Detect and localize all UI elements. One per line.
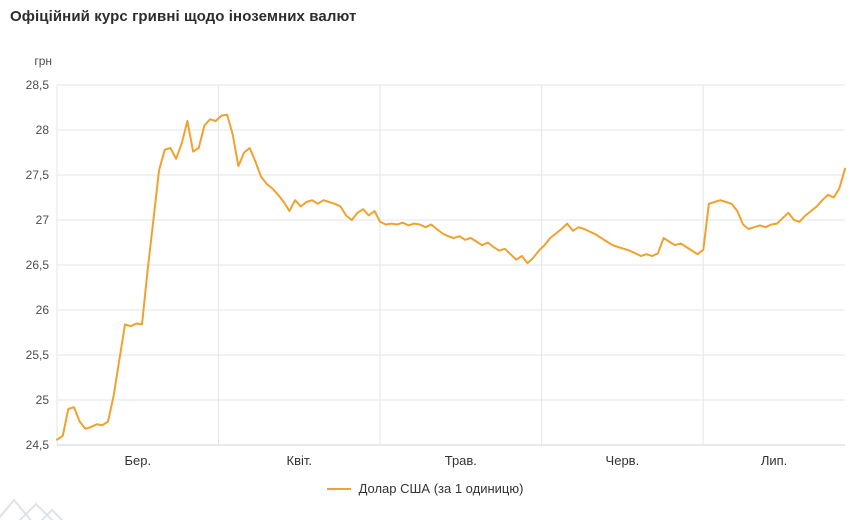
usd-series-line[interactable] xyxy=(56,113,846,441)
y-tick-label: 25 xyxy=(36,393,50,407)
y-tick-label: 26,5 xyxy=(26,258,50,272)
y-axis-unit-label: грн xyxy=(34,54,52,68)
axis-tick-labels: 28,5 28 27,5 27 26,5 26 25,5 25 24,5 Бер. Квіт. Тра… xyxy=(26,78,788,468)
gridlines xyxy=(56,84,845,446)
legend[interactable]: Долар США (за 1 одиницю) xyxy=(0,481,850,496)
y-tick-label: 27 xyxy=(36,213,50,227)
x-tick-label: Трав. xyxy=(445,453,477,468)
x-tick-label: Квіт. xyxy=(287,453,313,468)
y-tick-label: 27,5 xyxy=(26,168,50,182)
legend-line-marker xyxy=(326,487,351,490)
decorative-logo-icon xyxy=(0,498,64,520)
y-tick-label: 26 xyxy=(36,303,50,317)
y-tick-label: 28 xyxy=(36,123,50,137)
y-tick-label: 24,5 xyxy=(26,438,50,452)
y-tick-label: 25,5 xyxy=(26,348,50,362)
exchange-rate-chart[interactable]: грн 28,5 28 27,5 27 26,5 26 25,5 25 24,5 Бер. Квіт… xyxy=(0,0,850,478)
legend-label: Долар США (за 1 одиницю) xyxy=(358,481,524,496)
x-tick-label: Бер. xyxy=(124,453,151,468)
x-tick-label: Лип. xyxy=(761,453,787,468)
x-tick-label: Черв. xyxy=(606,453,640,468)
y-tick-label: 28,5 xyxy=(26,78,50,92)
page-title: Офіційний курс гривні щодо іноземних вал… xyxy=(10,8,357,25)
